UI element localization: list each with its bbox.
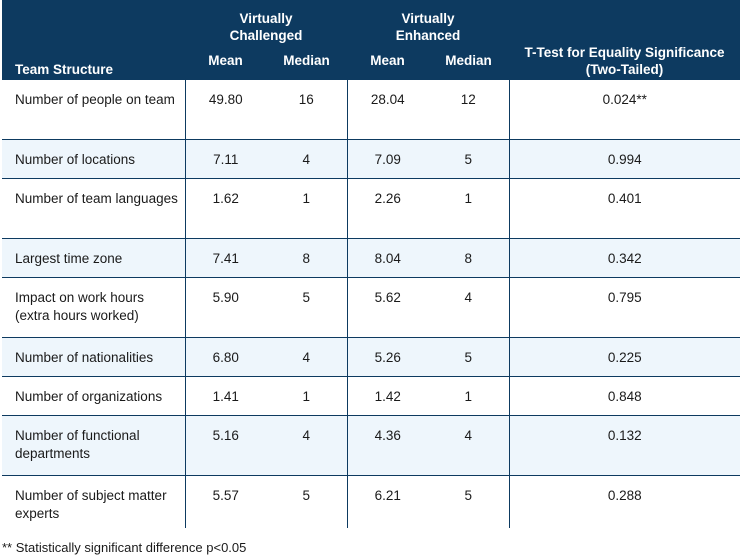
ve-mean-cell: 6.21 <box>347 475 428 528</box>
ve-mean-cell: 5.26 <box>347 337 428 377</box>
ve-median-cell: 12 <box>428 80 510 140</box>
table-row: Number of locations 7.11 4 7.09 5 0.994 <box>2 139 740 179</box>
ve-mean-cell: 8.04 <box>347 238 428 278</box>
ve-mean-cell: 7.09 <box>347 139 428 179</box>
header-vc-median: Median <box>266 46 347 80</box>
vc-median-cell: 16 <box>266 80 348 140</box>
ve-mean-cell: 2.26 <box>347 178 428 239</box>
ve-mean-cell: 4.36 <box>347 415 428 476</box>
vc-median-cell: 1 <box>266 178 348 239</box>
vc-mean-cell: 5.16 <box>185 415 266 476</box>
header-vc-mean: Mean <box>185 46 266 80</box>
row-label: Largest time zone <box>2 238 186 278</box>
vc-median-cell: 4 <box>266 415 348 476</box>
ve-median-cell: 4 <box>428 277 510 338</box>
row-label: Number of locations <box>2 139 186 179</box>
header-virtually-challenged: Virtually Challenged <box>185 0 347 46</box>
header-virtually-challenged-text: Virtually Challenged <box>229 11 303 43</box>
header-ve-mean: Mean <box>347 46 428 80</box>
vc-median-cell: 4 <box>266 139 348 179</box>
vc-mean-cell: 5.90 <box>185 277 266 338</box>
ttest-cell: 0.795 <box>509 277 740 338</box>
header-team-structure: Team Structure <box>2 0 185 80</box>
row-label: Number of organizations <box>2 376 186 416</box>
ve-median-cell: 5 <box>428 139 510 179</box>
table-row: Number of functional departments 5.16 4 … <box>2 415 740 476</box>
vc-mean-cell: 6.80 <box>185 337 266 377</box>
table-row: Impact on work hours (extra hours worked… <box>2 277 740 338</box>
header-ttest: T-Test for Equality Significance (Two-Ta… <box>509 0 740 80</box>
table-row: Number of people on team 49.80 16 28.04 … <box>2 80 740 140</box>
row-label: Number of nationalities <box>2 337 186 377</box>
table-row: Number of nationalities 6.80 4 5.26 5 0.… <box>2 337 740 377</box>
header-virtually-enhanced-text: Virtually Enhanced <box>395 11 461 43</box>
ttest-cell: 0.024** <box>509 80 740 140</box>
ttest-cell: 0.994 <box>509 139 740 179</box>
ttest-cell: 0.848 <box>509 376 740 416</box>
vc-median-cell: 4 <box>266 337 348 377</box>
team-structure-table: Team Structure Virtually Challenged Virt… <box>2 0 740 528</box>
row-label: Impact on work hours (extra hours worked… <box>2 277 186 338</box>
header-virtually-enhanced: Virtually Enhanced <box>347 0 509 46</box>
header-ttest-text: T-Test for Equality Significance (Two-Ta… <box>524 45 725 77</box>
footnote: ** Statistically significant difference … <box>2 540 247 555</box>
ttest-cell: 0.401 <box>509 178 740 239</box>
ttest-cell: 0.288 <box>509 475 740 528</box>
row-label: Number of functional departments <box>2 415 186 476</box>
table-row: Number of organizations 1.41 1 1.42 1 0.… <box>2 376 740 416</box>
table-row: Largest time zone 7.41 8 8.04 8 0.342 <box>2 238 740 278</box>
row-label: Number of people on team <box>2 80 186 140</box>
vc-mean-cell: 49.80 <box>185 80 266 140</box>
ve-mean-cell: 5.62 <box>347 277 428 338</box>
ve-mean-cell: 28.04 <box>347 80 428 140</box>
header-ve-median: Median <box>428 46 509 80</box>
ttest-cell: 0.132 <box>509 415 740 476</box>
ttest-cell: 0.225 <box>509 337 740 377</box>
ve-median-cell: 4 <box>428 415 510 476</box>
table-row: Number of team languages 1.62 1 2.26 1 0… <box>2 178 740 239</box>
ttest-cell: 0.342 <box>509 238 740 278</box>
ve-median-cell: 8 <box>428 238 510 278</box>
vc-median-cell: 5 <box>266 475 348 528</box>
ve-median-cell: 5 <box>428 475 510 528</box>
data-table-container: Team Structure Virtually Challenged Virt… <box>2 0 740 528</box>
table-row: Number of subject matter experts 5.57 5 … <box>2 475 740 528</box>
ve-mean-cell: 1.42 <box>347 376 428 416</box>
vc-mean-cell: 1.41 <box>185 376 266 416</box>
vc-mean-cell: 7.41 <box>185 238 266 278</box>
ve-median-cell: 1 <box>428 376 510 416</box>
vc-median-cell: 8 <box>266 238 348 278</box>
row-label: Number of team languages <box>2 178 186 239</box>
ve-median-cell: 1 <box>428 178 510 239</box>
table-header: Team Structure Virtually Challenged Virt… <box>2 0 740 80</box>
row-label: Number of subject matter experts <box>2 475 186 528</box>
vc-mean-cell: 1.62 <box>185 178 266 239</box>
table-body: Number of people on team 49.80 16 28.04 … <box>2 80 740 528</box>
ve-median-cell: 5 <box>428 337 510 377</box>
vc-median-cell: 1 <box>266 376 348 416</box>
vc-median-cell: 5 <box>266 277 348 338</box>
vc-mean-cell: 7.11 <box>185 139 266 179</box>
vc-mean-cell: 5.57 <box>185 475 266 528</box>
